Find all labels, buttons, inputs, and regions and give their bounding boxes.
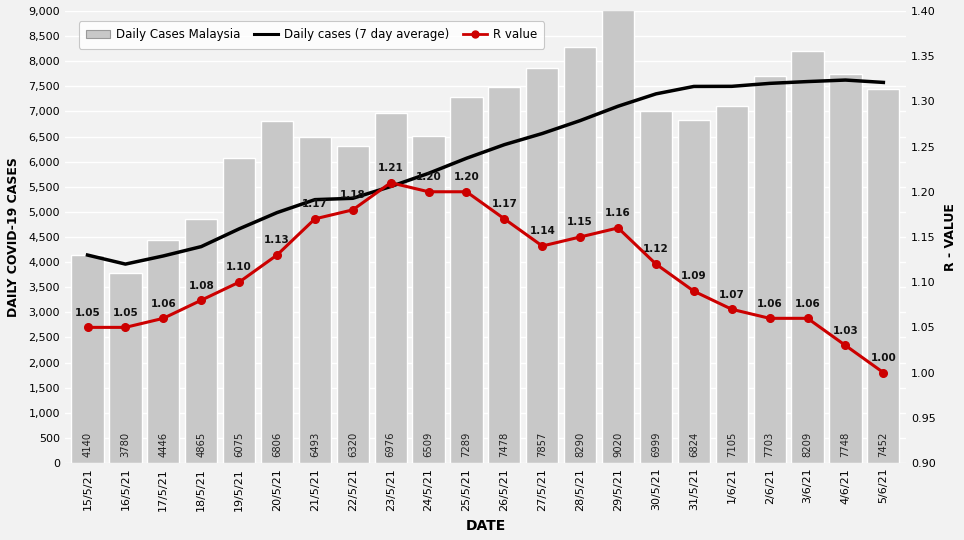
Text: 1.15: 1.15 bbox=[567, 217, 593, 227]
Text: 7289: 7289 bbox=[462, 431, 471, 457]
Text: 7105: 7105 bbox=[727, 431, 736, 457]
Bar bbox=[109, 273, 142, 463]
Text: 8290: 8290 bbox=[576, 431, 585, 457]
Text: 8209: 8209 bbox=[803, 431, 813, 457]
Bar bbox=[223, 158, 255, 463]
Y-axis label: DAILY COVID-19 CASES: DAILY COVID-19 CASES bbox=[7, 157, 20, 317]
Bar bbox=[640, 111, 672, 463]
Bar bbox=[715, 106, 748, 463]
Bar bbox=[185, 219, 217, 463]
Text: 1.14: 1.14 bbox=[529, 226, 555, 237]
Text: 3780: 3780 bbox=[120, 432, 130, 457]
Text: 6493: 6493 bbox=[309, 431, 320, 457]
Text: 1.10: 1.10 bbox=[227, 262, 252, 273]
X-axis label: DATE: DATE bbox=[466, 519, 505, 533]
Text: 1.06: 1.06 bbox=[150, 299, 176, 309]
Bar bbox=[261, 121, 293, 463]
Bar bbox=[829, 74, 862, 463]
Text: 6806: 6806 bbox=[272, 431, 282, 457]
Bar bbox=[71, 255, 103, 463]
Text: 7703: 7703 bbox=[764, 431, 775, 457]
Text: 1.00: 1.00 bbox=[870, 353, 897, 363]
Text: 4446: 4446 bbox=[158, 432, 169, 457]
Legend: Daily Cases Malaysia, Daily cases (7 day average), R value: Daily Cases Malaysia, Daily cases (7 day… bbox=[79, 22, 544, 49]
Bar bbox=[754, 76, 786, 463]
Bar bbox=[602, 10, 634, 463]
Text: 1.06: 1.06 bbox=[757, 299, 783, 309]
Bar bbox=[299, 137, 331, 463]
Bar bbox=[868, 89, 899, 463]
Bar bbox=[489, 87, 521, 463]
Text: 7452: 7452 bbox=[878, 431, 889, 457]
Bar bbox=[526, 69, 558, 463]
Bar bbox=[791, 51, 823, 463]
Text: 1.06: 1.06 bbox=[794, 299, 820, 309]
Text: 6824: 6824 bbox=[689, 431, 699, 457]
Bar bbox=[375, 113, 407, 463]
Bar bbox=[147, 240, 179, 463]
Text: 1.03: 1.03 bbox=[833, 326, 858, 336]
Text: 1.16: 1.16 bbox=[605, 208, 631, 218]
Text: 1.21: 1.21 bbox=[378, 163, 404, 173]
Text: 6509: 6509 bbox=[423, 431, 434, 457]
Text: 1.17: 1.17 bbox=[302, 199, 328, 209]
Bar bbox=[678, 120, 710, 463]
Text: 9020: 9020 bbox=[613, 431, 623, 457]
Text: 7857: 7857 bbox=[537, 431, 548, 457]
Text: 1.12: 1.12 bbox=[643, 245, 669, 254]
Text: 6999: 6999 bbox=[651, 431, 661, 457]
Text: 6320: 6320 bbox=[348, 431, 358, 457]
Bar bbox=[336, 146, 369, 463]
Bar bbox=[564, 46, 597, 463]
Bar bbox=[450, 97, 483, 463]
Text: 1.18: 1.18 bbox=[340, 190, 365, 200]
Text: 6075: 6075 bbox=[234, 431, 244, 457]
Text: 1.20: 1.20 bbox=[454, 172, 479, 182]
Text: 6976: 6976 bbox=[386, 431, 395, 457]
Text: 4140: 4140 bbox=[83, 432, 93, 457]
Text: 1.08: 1.08 bbox=[188, 280, 214, 291]
Text: 1.07: 1.07 bbox=[719, 289, 745, 300]
Y-axis label: R - VALUE: R - VALUE bbox=[944, 203, 957, 271]
Text: 1.05: 1.05 bbox=[113, 308, 138, 318]
Bar bbox=[413, 136, 444, 463]
Text: 1.17: 1.17 bbox=[492, 199, 518, 209]
Text: 7748: 7748 bbox=[841, 431, 850, 457]
Text: 1.09: 1.09 bbox=[682, 272, 707, 281]
Text: 7478: 7478 bbox=[499, 431, 509, 457]
Text: 1.05: 1.05 bbox=[74, 308, 100, 318]
Text: 1.20: 1.20 bbox=[415, 172, 442, 182]
Text: 4865: 4865 bbox=[197, 431, 206, 457]
Text: 1.13: 1.13 bbox=[264, 235, 290, 245]
